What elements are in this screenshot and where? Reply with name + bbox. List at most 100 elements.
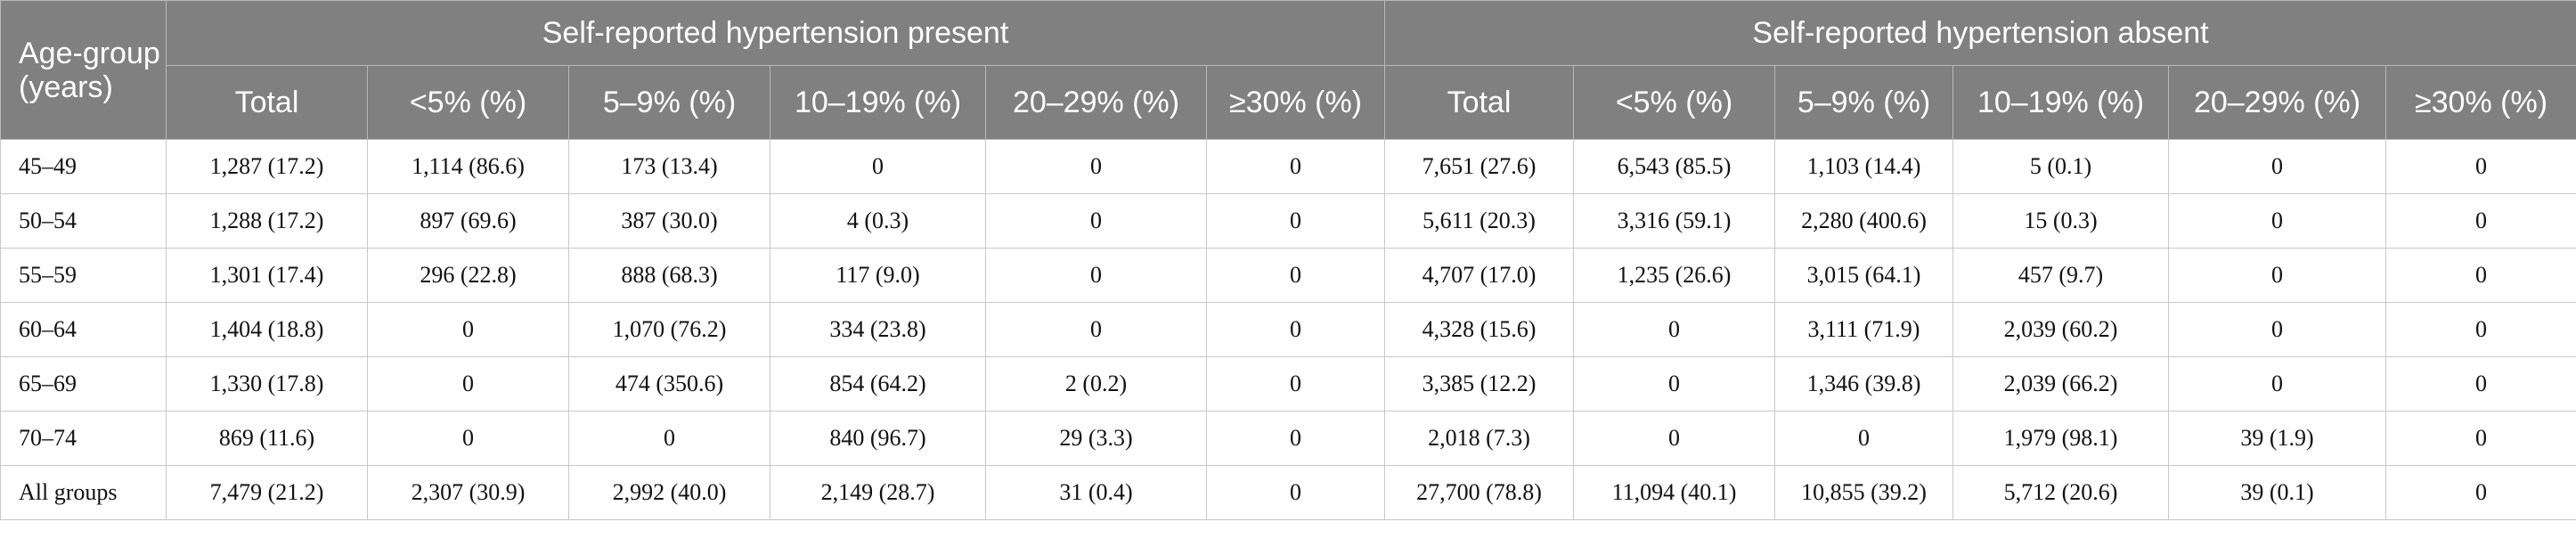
table-cell: 0 (1573, 302, 1775, 357)
table-cell: 117 (9.0) (770, 248, 986, 303)
table-cell: 3,111 (71.9) (1774, 302, 1953, 357)
table-cell: 0 (985, 248, 1207, 303)
row-label: 70–74 (0, 411, 167, 466)
table-cell: 0 (1206, 356, 1385, 412)
present-5-9-header: 5–9% (%) (568, 65, 770, 140)
table-row: 50–54 1,288 (17.2) 897 (69.6) 387 (30.0)… (0, 193, 2576, 249)
table-cell: 5,712 (20.6) (1952, 465, 2169, 520)
absent-20-29-header: 20–29% (%) (2168, 65, 2386, 140)
row-label: 65–69 (0, 356, 167, 412)
hypertension-age-table: Age-group (years) Self-reported hyperten… (0, 0, 2576, 520)
table-cell: 0 (1774, 411, 1953, 466)
present-lt5-header: <5% (%) (367, 65, 569, 140)
table-cell: 854 (64.2) (770, 356, 986, 412)
table-cell: 4 (0.3) (770, 193, 986, 249)
table-cell: 0 (2168, 302, 2386, 357)
table-cell: 3,316 (59.1) (1573, 193, 1775, 249)
table-cell: 840 (96.7) (770, 411, 986, 466)
table-cell: 888 (68.3) (568, 248, 770, 303)
table-cell: 0 (367, 356, 569, 412)
table-cell: 0 (367, 302, 569, 357)
row-label: 60–64 (0, 302, 167, 357)
absent-total-header: Total (1384, 65, 1574, 140)
group-header-row: Age-group (years) Self-reported hyperten… (0, 0, 2576, 140)
table-cell: 1,330 (17.8) (166, 356, 368, 412)
table-cell: 2,149 (28.7) (770, 465, 986, 520)
present-total-header: Total (166, 65, 368, 140)
age-group-header: Age-group (years) (0, 0, 167, 140)
table-cell: 31 (0.4) (985, 465, 1207, 520)
table-cell: 2,307 (30.9) (367, 465, 569, 520)
table-cell: 4,707 (17.0) (1384, 248, 1574, 303)
table-cell: 0 (2384, 248, 2576, 303)
table-cell: 1,287 (17.2) (166, 139, 368, 194)
table-cell: 0 (1206, 302, 1385, 357)
table-cell: 15 (0.3) (1952, 193, 2169, 249)
hypertension-present-header: Self-reported hypertension present (166, 0, 1385, 66)
table-cell: 0 (1206, 139, 1385, 194)
table-row: 55–59 1,301 (17.4) 296 (22.8) 888 (68.3)… (0, 248, 2576, 303)
row-label: All groups (0, 465, 167, 520)
table-cell: 11,094 (40.1) (1573, 465, 1775, 520)
table-cell: 387 (30.0) (568, 193, 770, 249)
column-header-row: Total <5% (%) 5–9% (%) 10–19% (%) 20–29%… (1, 65, 2576, 140)
row-label: 55–59 (0, 248, 167, 303)
table-cell: 3,385 (12.2) (1384, 356, 1574, 412)
table-cell: 0 (985, 139, 1207, 194)
row-label: 50–54 (0, 193, 167, 249)
table-cell: 0 (1206, 248, 1385, 303)
table-cell: 0 (1573, 411, 1775, 466)
table-cell: 0 (1206, 411, 1385, 466)
table-cell: 2,039 (60.2) (1952, 302, 2169, 357)
table-cell: 39 (0.1) (2168, 465, 2386, 520)
table-cell: 474 (350.6) (568, 356, 770, 412)
table-cell: 0 (1206, 193, 1385, 249)
absent-10-19-header: 10–19% (%) (1952, 65, 2169, 140)
table-cell: 869 (11.6) (166, 411, 368, 466)
present-20-29-header: 20–29% (%) (985, 65, 1207, 140)
table-row: 70–74 869 (11.6) 0 0 840 (96.7) 29 (3.3)… (0, 411, 2576, 466)
table-cell: 0 (2168, 356, 2386, 412)
table-cell: 29 (3.3) (985, 411, 1207, 466)
table-cell: 6,543 (85.5) (1573, 139, 1775, 194)
table-row: 45–49 1,287 (17.2) 1,114 (86.6) 173 (13.… (0, 139, 2576, 194)
table-cell: 0 (1206, 465, 1385, 520)
table-cell: 0 (2384, 193, 2576, 249)
table-cell: 2,039 (66.2) (1952, 356, 2169, 412)
table-row: 65–69 1,330 (17.8) 0 474 (350.6) 854 (64… (0, 356, 2576, 412)
table-cell: 1,288 (17.2) (166, 193, 368, 249)
present-10-19-header: 10–19% (%) (770, 65, 986, 140)
table-body: 45–49 1,287 (17.2) 1,114 (86.6) 173 (13.… (0, 139, 2576, 520)
table-cell: 7,651 (27.6) (1384, 139, 1574, 194)
table-cell: 5 (0.1) (1952, 139, 2169, 194)
table-cell: 1,979 (98.1) (1952, 411, 2169, 466)
table-cell: 39 (1.9) (2168, 411, 2386, 466)
table-cell: 7,479 (21.2) (166, 465, 368, 520)
table-cell: 1,404 (18.8) (166, 302, 368, 357)
table-cell: 1,235 (26.6) (1573, 248, 1775, 303)
table-cell: 4,328 (15.6) (1384, 302, 1574, 357)
table-cell: 5,611 (20.3) (1384, 193, 1574, 249)
table-cell: 2 (0.2) (985, 356, 1207, 412)
table-cell: 0 (2384, 411, 2576, 466)
table-cell: 0 (985, 302, 1207, 357)
table-cell: 1,346 (39.8) (1774, 356, 1953, 412)
table-cell: 0 (2384, 302, 2576, 357)
table-cell: 0 (770, 139, 986, 194)
table-cell: 0 (2384, 139, 2576, 194)
table-row: 60–64 1,404 (18.8) 0 1,070 (76.2) 334 (2… (0, 302, 2576, 357)
table-cell: 0 (1573, 356, 1775, 412)
table-cell: 2,018 (7.3) (1384, 411, 1574, 466)
table-cell: 296 (22.8) (367, 248, 569, 303)
absent-ge30-header: ≥30% (%) (2384, 65, 2576, 140)
table-cell: 0 (2168, 193, 2386, 249)
table-cell: 2,992 (40.0) (568, 465, 770, 520)
table-cell: 0 (2384, 465, 2576, 520)
table-cell: 0 (2168, 248, 2386, 303)
table-cell: 0 (2384, 356, 2576, 412)
present-ge30-header: ≥30% (%) (1206, 65, 1385, 140)
table-cell: 0 (985, 193, 1207, 249)
table-cell: 897 (69.6) (367, 193, 569, 249)
absent-5-9-header: 5–9% (%) (1774, 65, 1953, 140)
table-cell: 457 (9.7) (1952, 248, 2169, 303)
